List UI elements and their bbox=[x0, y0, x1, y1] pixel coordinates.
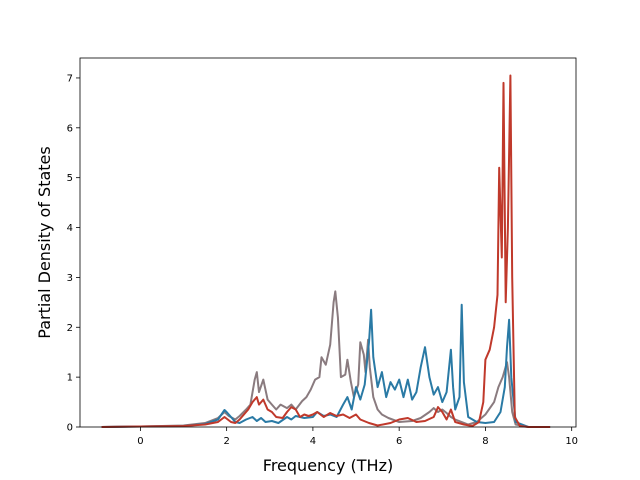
y-axis-ticks: 0 1 2 3 4 5 6 7 bbox=[67, 73, 80, 434]
x-tick-label: 0 bbox=[137, 436, 143, 447]
y-tick-label: 4 bbox=[67, 223, 73, 234]
y-axis-title: Partial Density of States bbox=[35, 146, 54, 338]
series-line-1 bbox=[101, 290, 551, 428]
series-line-2 bbox=[101, 303, 551, 428]
x-axis-title: Frequency (THz) bbox=[263, 456, 393, 475]
plot-area-frame bbox=[79, 57, 577, 428]
y-tick-label: 1 bbox=[67, 373, 73, 384]
x-tick-label: 4 bbox=[310, 436, 316, 447]
x-tick-label: 10 bbox=[565, 436, 578, 447]
y-tick-label: 3 bbox=[67, 273, 73, 284]
series-layer bbox=[101, 74, 551, 428]
x-axis-ticks: 0 2 4 6 8 10 bbox=[137, 427, 578, 447]
x-tick-label: 8 bbox=[482, 436, 488, 447]
y-tick-label: 7 bbox=[67, 73, 73, 84]
y-tick-label: 5 bbox=[67, 173, 73, 184]
y-tick-label: 0 bbox=[67, 423, 73, 434]
series-line-3 bbox=[101, 74, 551, 428]
x-tick-label: 2 bbox=[223, 436, 229, 447]
x-tick-label: 6 bbox=[396, 436, 402, 447]
y-tick-label: 6 bbox=[67, 123, 73, 134]
y-tick-label: 2 bbox=[67, 323, 73, 334]
